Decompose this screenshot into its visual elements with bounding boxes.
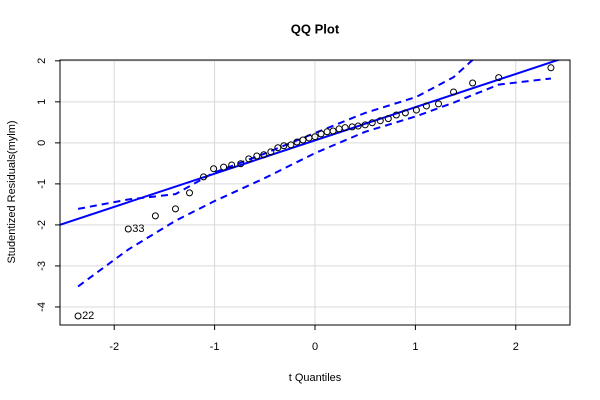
- point: [450, 88, 458, 96]
- x-tick-label: 1: [412, 341, 418, 353]
- x-axis-label: t Quantiles: [289, 372, 342, 384]
- point: [293, 138, 301, 146]
- x-tick-label: 0: [312, 341, 318, 353]
- plot-frame: [59, 59, 571, 326]
- point: [317, 130, 325, 138]
- point: [124, 225, 132, 233]
- point: [267, 148, 275, 156]
- point: [368, 119, 376, 127]
- point: [253, 152, 261, 160]
- point: [335, 125, 343, 133]
- point: [74, 312, 82, 320]
- point: [200, 173, 208, 181]
- point: [210, 165, 218, 173]
- point: [228, 161, 236, 169]
- y-tick-label: 1: [36, 99, 48, 105]
- y-tick-label: -1: [36, 179, 48, 189]
- chart-title: QQ Plot: [291, 21, 340, 36]
- point: [220, 163, 228, 171]
- y-tick-label: -3: [36, 261, 48, 271]
- point: [287, 141, 295, 149]
- confidence-band: [77, 77, 552, 288]
- point: [280, 142, 288, 150]
- point: [384, 115, 392, 123]
- point: [329, 127, 337, 135]
- x-tick-label: -2: [109, 341, 119, 353]
- point: [401, 109, 409, 117]
- point: [323, 128, 331, 136]
- point: [376, 117, 384, 125]
- plot-area: [60, 60, 562, 320]
- point: [392, 111, 400, 119]
- reference-line: [60, 60, 562, 226]
- y-tick-label: -2: [36, 220, 48, 230]
- point: [412, 106, 420, 114]
- y-tick-label: 2: [36, 58, 48, 64]
- point-label: 33: [132, 223, 144, 235]
- point: [547, 64, 555, 72]
- point-label: 22: [82, 310, 94, 322]
- point: [422, 102, 430, 110]
- point: [311, 133, 319, 141]
- point: [171, 205, 179, 213]
- y-tick-label: -4: [36, 302, 48, 312]
- point: [341, 124, 349, 132]
- point: [274, 144, 282, 152]
- point: [469, 79, 477, 87]
- point: [151, 212, 159, 220]
- point: [260, 151, 268, 159]
- y-axis-label: Studentized Residuals(mylm): [6, 120, 18, 263]
- point: [186, 189, 194, 197]
- x-tick-label: 2: [513, 341, 519, 353]
- point: [245, 155, 253, 163]
- point: [434, 100, 442, 108]
- point: [495, 74, 503, 82]
- point: [354, 122, 362, 130]
- point: [361, 121, 369, 129]
- confidence-band: [77, 60, 475, 210]
- point: [299, 136, 307, 144]
- point: [237, 160, 245, 168]
- y-tick-label: 0: [36, 140, 48, 146]
- x-tick-label: -1: [210, 341, 220, 353]
